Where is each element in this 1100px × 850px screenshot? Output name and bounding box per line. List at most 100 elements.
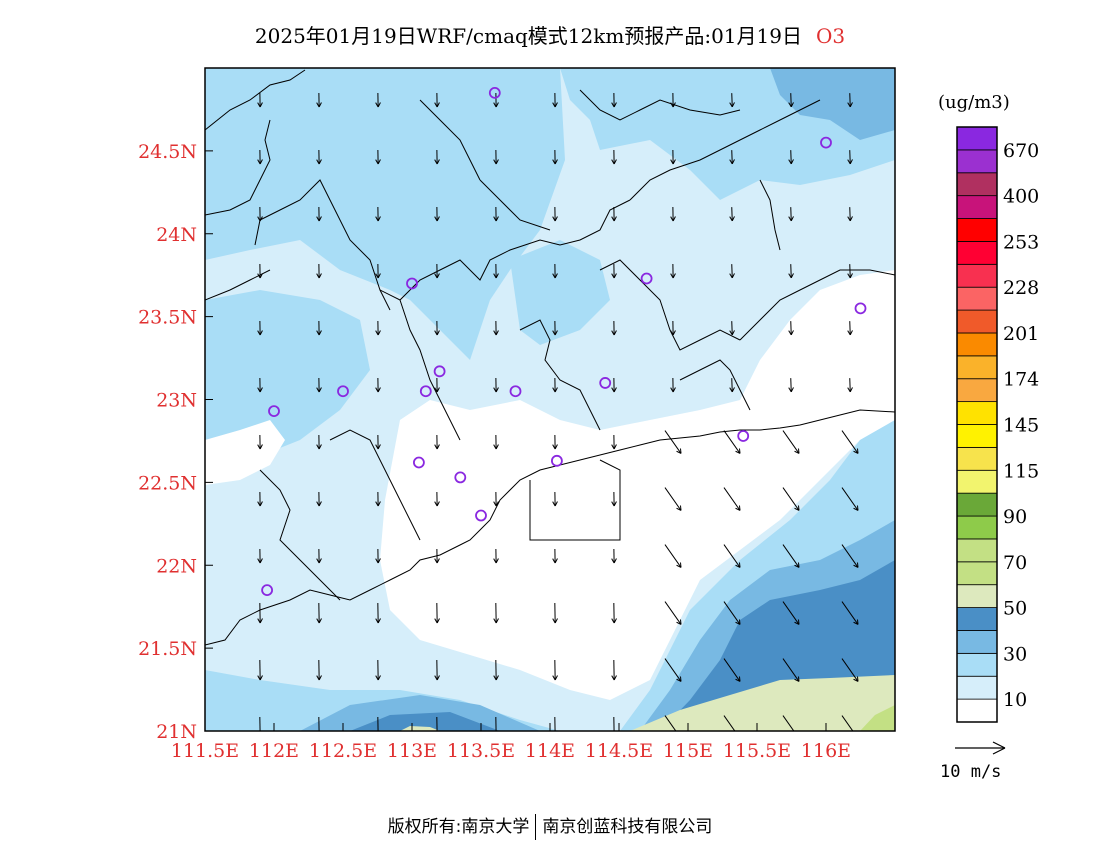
legend-swatch xyxy=(956,378,998,403)
wind-arrow xyxy=(788,207,794,222)
station-marker xyxy=(337,385,349,398)
legend-swatch xyxy=(956,218,998,242)
wind-arrow xyxy=(611,378,617,393)
wind-arrow xyxy=(552,603,558,624)
wind-arrow xyxy=(788,264,794,279)
wind-arrow xyxy=(316,378,322,393)
wind-arrow xyxy=(611,93,617,108)
legend-swatch xyxy=(956,309,998,334)
legend-swatch xyxy=(956,263,998,288)
title-main: 2025年01月19日WRF/cmaq模式12km预报产品:01月19日 xyxy=(254,24,802,48)
legend-label: 400 xyxy=(1003,186,1039,208)
legend-swatch xyxy=(956,286,998,311)
legend-label: 145 xyxy=(1003,415,1039,437)
y-tick-label: 22.5N xyxy=(138,472,197,494)
legend-swatch xyxy=(956,424,998,448)
legend-label: 174 xyxy=(1003,369,1039,391)
x-tick-label: 111.5E xyxy=(171,740,239,762)
wind-arrow xyxy=(552,660,558,681)
copyright-separator xyxy=(535,814,537,840)
wind-arrow xyxy=(901,602,917,625)
station-marker xyxy=(854,302,867,315)
x-tick-label: 114E xyxy=(525,740,575,762)
wind-arrow xyxy=(434,492,440,507)
legend-swatch xyxy=(956,355,998,380)
wind-arrow xyxy=(257,321,263,336)
copyright-notice: 版权所有:南京大学 南京创蓝科技有限公司 xyxy=(0,812,1100,840)
station-marker xyxy=(820,136,832,149)
wind-arrow xyxy=(901,716,917,739)
wind-arrow xyxy=(257,378,263,393)
color-legend: 10 30 50 70 90 115 145 174 201 228 253 400 670 xyxy=(956,126,1039,723)
y-tick-label: 23N xyxy=(156,390,197,412)
wind-arrow xyxy=(841,544,859,568)
wind-arrow xyxy=(841,715,854,731)
wind-arrow xyxy=(493,603,499,624)
wind-arrow xyxy=(552,93,558,108)
wind-arrow xyxy=(493,378,499,393)
wind-arrow xyxy=(316,150,322,165)
legend-swatch xyxy=(956,492,998,517)
wind-arrow xyxy=(847,207,853,222)
legend-unit: (ug/m3) xyxy=(938,92,1010,113)
wind-arrow xyxy=(670,378,676,393)
station-marker xyxy=(454,471,467,484)
wind-arrow xyxy=(788,150,794,165)
wind-arrow xyxy=(670,264,676,279)
wind-vectors xyxy=(257,93,917,739)
wind-arrow xyxy=(670,150,676,165)
legend-swatch xyxy=(956,401,998,425)
wind-arrow xyxy=(316,93,322,108)
wind-arrow xyxy=(316,660,322,681)
station-marker xyxy=(737,430,750,442)
wind-arrow xyxy=(493,660,499,681)
wind-reference-label: 10 m/s xyxy=(940,762,1002,782)
wind-arrow xyxy=(788,378,794,393)
wind-arrow xyxy=(257,207,263,222)
wind-arrow xyxy=(375,435,381,450)
wind-arrow xyxy=(611,660,617,681)
wind-arrow xyxy=(257,150,263,165)
wind-arrow xyxy=(782,658,800,682)
y-tick-label: 21.5N xyxy=(138,638,197,660)
wind-arrow xyxy=(552,435,558,450)
station-marker xyxy=(640,272,653,285)
wind-arrow xyxy=(664,715,677,731)
station-marker xyxy=(419,385,432,398)
wind-arrow xyxy=(375,150,381,165)
wind-arrow xyxy=(901,488,917,511)
wind-arrow xyxy=(552,378,558,393)
station-marker xyxy=(475,509,487,522)
wind-arrow xyxy=(847,378,853,393)
copyright-left: 版权所有:南京大学 xyxy=(387,817,530,837)
legend-swatch xyxy=(956,241,998,265)
wind-arrow xyxy=(493,207,499,222)
wind-arrow xyxy=(847,264,853,279)
y-tick-label: 22N xyxy=(156,555,197,577)
wind-arrow xyxy=(434,207,440,222)
wind-arrow xyxy=(316,207,322,222)
station-marker xyxy=(488,86,501,99)
wind-arrow xyxy=(375,603,381,624)
station-marker xyxy=(268,405,280,418)
wind-arrow xyxy=(723,601,741,625)
legend-swatch xyxy=(956,126,998,151)
wind-arrow xyxy=(611,207,617,222)
wind-arrow xyxy=(901,659,917,682)
wind-arrow xyxy=(901,545,917,568)
wind-arrow xyxy=(729,207,735,222)
wind-arrow xyxy=(670,207,676,222)
wind-arrow xyxy=(434,435,440,450)
legend-swatch xyxy=(956,698,998,723)
wind-arrow xyxy=(257,660,263,681)
y-tick-label: 24N xyxy=(156,224,197,246)
wind-arrow xyxy=(316,264,322,279)
wind-arrow xyxy=(901,431,917,454)
wind-arrow xyxy=(782,487,800,511)
legend-label: 253 xyxy=(1003,231,1039,253)
wind-arrow xyxy=(670,321,676,336)
wind-arrow xyxy=(723,715,736,731)
x-tick-label: 116E xyxy=(801,740,851,762)
wind-arrow xyxy=(729,93,735,108)
wind-arrow xyxy=(907,150,912,164)
